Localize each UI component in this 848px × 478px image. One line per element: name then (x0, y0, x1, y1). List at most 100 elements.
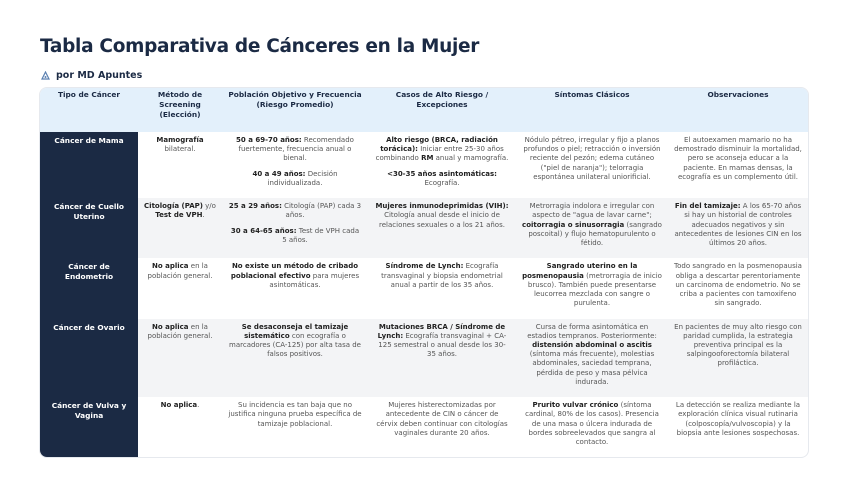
text-run: Se desaconseja el tamizaje sistemático (241, 322, 349, 340)
text-run: distensión abdominal o ascitis (532, 340, 652, 349)
paragraph: El autoexamen mamario no ha demostrado d… (674, 136, 802, 182)
text-run: en la población general. (147, 322, 213, 340)
table-cell: No aplica. (138, 397, 222, 457)
text-run: Recomendado fuertemente, frecuencia anua… (238, 136, 354, 163)
text-run: Metrorragia indolora e irregular con asp… (529, 202, 655, 220)
column-header: Síntomas Clásicos (516, 88, 668, 132)
text-run: Test de VPH cada 5 años. (282, 226, 360, 244)
table-cell: Mujeres inmunodeprimidas (VIH): Citologí… (368, 198, 516, 259)
table-cell: Prurito vulvar crónico (síntoma cardinal… (516, 397, 668, 457)
cancer-type: Cáncer de Vulva y Vagina (40, 397, 138, 458)
paragraph: No existe un método de cribado poblacion… (228, 262, 362, 290)
table-cell: Nódulo pétreo, irregular y fijo a planos… (516, 132, 668, 198)
text-run: Citología (PAP) cada 3 años. (281, 202, 362, 220)
paragraph: Citología (PAP) y/o Test de VPH. (144, 202, 216, 220)
column-header: Método de Screening (Elección) (138, 88, 222, 132)
table-cell: Sangrado uterino en la posmenopausia (me… (516, 258, 668, 318)
text-run: Citología anual desde el inicio de relac… (379, 211, 505, 229)
paragraph: Mujeres histerectomizadas por antecedent… (374, 401, 510, 438)
table-row: Cáncer de Ovario No aplica en la població… (40, 318, 808, 398)
text-run: A los 65-70 años si hay un historial de … (674, 202, 802, 248)
header-row: Tipo de Cáncer Método de Screening (Elecc… (40, 88, 808, 132)
paragraph: No aplica en la población general. (144, 323, 216, 341)
paragraph: No aplica. (144, 401, 216, 410)
text-run: No aplica (160, 401, 198, 410)
text-run: Mutaciones BRCA / Síndrome de Lynch: (377, 322, 506, 340)
text-run: Mamografía (156, 136, 204, 144)
text-run: con ecografía o marcadores (CA-125) por … (229, 331, 361, 359)
text-run: RM (421, 154, 434, 163)
text-run: Cursa de forma asintomática en estadios … (527, 322, 657, 340)
text-run: 30 a 64-65 años: (230, 226, 297, 235)
paragraph: <30-35 años asintomáticas: Ecografía. (374, 170, 510, 188)
text-run: En pacientes de muy alto riesgo con pari… (674, 322, 802, 368)
table-cell: Mamografía bilateral. (138, 132, 222, 198)
table-body: Cáncer de Mama Mamografía bilateral. 50 a … (40, 132, 808, 458)
text-run: El autoexamen mamario no ha demostrado d… (674, 136, 802, 181)
cancer-type: Cáncer de Mama (40, 132, 138, 199)
table-row: Cáncer de Cuello Uterino Citología (PAP) … (40, 198, 808, 259)
title: Tabla Comparativa de Cánceres en la Muje… (40, 36, 480, 57)
table-cell: Su incidencia es tan baja que no justifi… (222, 397, 368, 457)
text-run: (síntoma más frecuente), molestias abdom… (529, 350, 655, 386)
column-header: Observaciones (668, 88, 808, 132)
table-cell: La detección se realiza mediante la expl… (668, 397, 808, 457)
text-run: Fin del tamizaje: (674, 202, 741, 211)
table-cell: 50 a 69-70 años: Recomendado fuertemente… (222, 132, 368, 198)
table-row: Cáncer de Vulva y Vagina No aplica. Su inc… (40, 397, 808, 458)
paragraph: Mamografía bilateral. (144, 136, 216, 154)
paragraph: En pacientes de muy alto riesgo con pari… (674, 323, 802, 369)
paragraph: Todo sangrado en la posmenopausia obliga… (674, 262, 802, 308)
text-run: para mujeres asintomáticas. (269, 271, 360, 289)
byline-text: por MD Apuntes (56, 70, 143, 81)
paragraph: Nódulo pétreo, irregular y fijo a planos… (522, 136, 662, 182)
table-row: Cáncer de Mama Mamografía bilateral. 50 a … (40, 132, 808, 199)
text-run: Ecografía transvaginal + CA-125 semestra… (378, 331, 507, 359)
text-run: Todo sangrado en la posmenopausia obliga… (674, 262, 802, 308)
text-run: Test de VPH (155, 211, 203, 220)
table: Tipo de Cáncer Método de Screening (Elecc… (40, 88, 808, 458)
text-run: . (197, 401, 200, 410)
text-run: Prurito vulvar crónico (532, 401, 619, 410)
text-run: Su incidencia es tan baja que no justifi… (228, 401, 362, 428)
column-header: Población Objetivo y Frecuencia (Riesgo … (222, 88, 368, 132)
table-cell: Cursa de forma asintomática en estadios … (516, 318, 668, 398)
paragraph: Alto riesgo (BRCA, radiación torácica): … (374, 136, 510, 164)
text-run: Nódulo pétreo, irregular y fijo a planos… (523, 136, 661, 181)
paragraph: Sangrado uterino en la posmenopausia (me… (522, 262, 662, 308)
table-cell: Todo sangrado en la posmenopausia obliga… (668, 258, 808, 318)
text-run: (sangrado poscoital) y flujo hematopurul… (528, 220, 662, 248)
icon (41, 70, 50, 80)
text-run: coitorragia o sinusorragia (522, 220, 625, 229)
table-cell: 25 a 29 años: Citología (PAP) cada 3 año… (222, 198, 368, 259)
text-run: No existe un método de cribado poblacion… (230, 262, 359, 280)
table-cell: Síndrome de Lynch: Ecografía transvagina… (368, 258, 516, 318)
text-run: <30-35 años asintomáticas: (387, 169, 497, 178)
text-run: Citología (PAP) (144, 202, 203, 211)
text-run: 25 a 29 años: (228, 202, 282, 211)
text-run: No aplica (152, 322, 189, 331)
paragraph: Prurito vulvar crónico (síntoma cardinal… (522, 401, 662, 447)
paragraph: 50 a 69-70 años: Recomendado fuertemente… (228, 136, 362, 164)
table-cell: No aplica en la población general. (138, 318, 222, 398)
table-cell: El autoexamen mamario no ha demostrado d… (668, 132, 808, 198)
text-run: Sangrado uterino en la posmenopausia (522, 262, 638, 280)
text-run: bilateral. (164, 145, 196, 154)
paragraph: Se desaconseja el tamizaje sistemático c… (228, 323, 362, 360)
text-run: Ecografía. (424, 178, 460, 187)
table-cell: Metrorragia indolora e irregular con asp… (516, 198, 668, 259)
paragraph: Mujeres inmunodeprimidas (VIH): Citologí… (374, 202, 510, 230)
paragraph: 25 a 29 años: Citología (PAP) cada 3 año… (228, 202, 362, 220)
text-run: en la población general. (147, 262, 213, 280)
text-run: Alto riesgo (BRCA, radiación torácica): (380, 136, 498, 154)
text-run: Síndrome de Lynch: (385, 262, 464, 271)
text-run: No aplica (152, 262, 189, 271)
table-cell: Mujeres histerectomizadas por antecedent… (368, 397, 516, 457)
paragraph: Fin del tamizaje: A los 65-70 años si ha… (674, 202, 802, 248)
table-cell: Alto riesgo (BRCA, radiación torácica): … (368, 132, 516, 198)
text-run: 40 a 49 años: (252, 169, 306, 178)
paragraph: Mutaciones BRCA / Síndrome de Lynch: Eco… (374, 323, 510, 360)
paragraph: Metrorragia indolora e irregular con asp… (522, 202, 662, 248)
byline: por MD Apuntes (40, 70, 142, 81)
text-run: Ecografía transvaginal y biopsia endomet… (381, 262, 503, 289)
